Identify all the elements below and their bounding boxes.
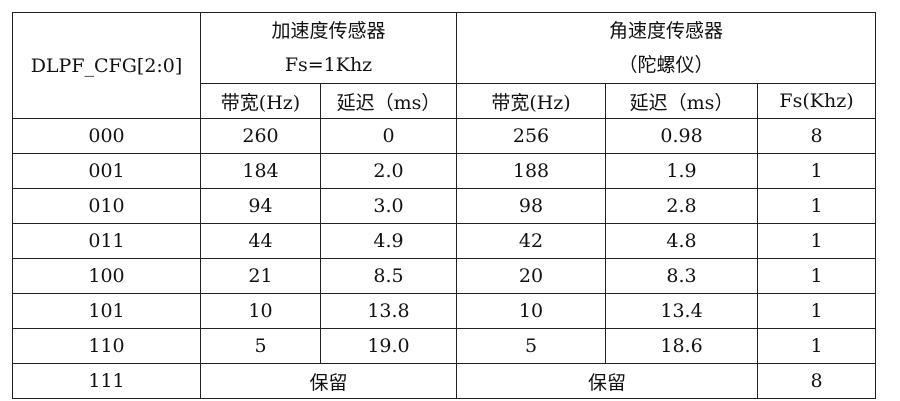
table-cell: 94 <box>200 188 321 224</box>
table-cell: 1 <box>757 223 877 259</box>
header-text: 加速度传感器 <box>271 20 386 42</box>
data-row: 110 5 19.0 5 18.6 1 <box>12 328 877 364</box>
table-cell: 13.8 <box>319 293 458 329</box>
table-cell: 010 <box>12 188 201 224</box>
data-row: 010 94 3.0 98 2.8 1 <box>12 188 877 224</box>
table-cell: 保留 <box>199 363 458 399</box>
table-cell: 8 <box>757 363 877 399</box>
table-cell: 5 <box>200 328 321 364</box>
subheader-row: 带宽(Hz) 延迟（ms） 带宽(Hz) 延迟（ms） Fs(Khz) <box>13 83 877 119</box>
table-cell: 8 <box>757 118 877 154</box>
subheader-cell: 带宽(Hz) <box>456 83 607 119</box>
table-cell: 2.8 <box>605 188 759 224</box>
subheader-cell: 带宽(Hz) <box>200 83 321 119</box>
table-cell: 1 <box>757 258 877 294</box>
table-cell: 184 <box>200 153 321 189</box>
table-cell: 1 <box>757 328 877 364</box>
data-row: 000 260 0 256 0.98 8 <box>12 118 877 154</box>
header-cell: 加速度传感器 Fs=1Khz <box>199 12 458 84</box>
header-text: Fs=1Khz <box>284 54 373 76</box>
header-cell: 角速度传感器 （陀螺仪） <box>456 12 877 84</box>
data-row: 101 10 13.8 10 13.4 1 <box>12 293 877 329</box>
table-cell: 000 <box>12 118 201 154</box>
table-cell: 1.9 <box>605 153 759 189</box>
table-cell: 10 <box>200 293 321 329</box>
subheader-cell: Fs(Khz) <box>757 83 877 119</box>
table-cell: 256 <box>456 118 607 154</box>
data-row: 011 44 4.9 42 4.8 1 <box>12 223 877 259</box>
table-cell: 8.5 <box>319 258 458 294</box>
subheader-cell: 延迟（ms） <box>605 83 759 119</box>
table-cell: 98 <box>456 188 607 224</box>
table-cell: 13.4 <box>605 293 759 329</box>
table-cell: 19.0 <box>319 328 458 364</box>
table-cell: 011 <box>12 223 201 259</box>
table-cell: 101 <box>12 293 201 329</box>
table-cell: 3.0 <box>319 188 458 224</box>
subheader-cell: 延迟（ms） <box>319 83 458 119</box>
table-cell: 1 <box>757 293 877 329</box>
table-cell: 100 <box>12 258 201 294</box>
table-cell: 0 <box>319 118 458 154</box>
table-cell: 8.3 <box>605 258 759 294</box>
table-cell: 2.0 <box>319 153 458 189</box>
table-cell: 111 <box>12 363 201 399</box>
table-cell: 4.9 <box>319 223 458 259</box>
table-cell: 1 <box>757 153 877 189</box>
data-row: 100 21 8.5 20 8.3 1 <box>12 258 877 294</box>
data-row: 111 保留 保留 8 <box>12 363 877 399</box>
header-cell: DLPF_CFG[2:0] <box>12 12 201 119</box>
header-text: 角速度传感器 <box>609 20 724 42</box>
table-cell: 18.6 <box>605 328 759 364</box>
table-cell: 0.98 <box>605 118 759 154</box>
table-cell: 1 <box>757 188 877 224</box>
table-cell: 260 <box>200 118 321 154</box>
table-cell: 5 <box>456 328 607 364</box>
table-cell: 4.8 <box>605 223 759 259</box>
table-cell: 20 <box>456 258 607 294</box>
dlpf-table: DLPF_CFG[2:0] 加速度传感器 Fs=1Khz 角速度传感器 （陀螺仪… <box>12 12 877 399</box>
table-cell: 188 <box>456 153 607 189</box>
table-cell: 保留 <box>456 363 759 399</box>
header-row: DLPF_CFG[2:0] 加速度传感器 Fs=1Khz 角速度传感器 （陀螺仪… <box>12 12 877 119</box>
data-row: 001 184 2.0 188 1.9 1 <box>12 153 877 189</box>
table-cell: 21 <box>200 258 321 294</box>
table-cell: 001 <box>12 153 201 189</box>
header-text: （陀螺仪） <box>618 54 714 76</box>
table-cell: 44 <box>200 223 321 259</box>
table-body: DLPF_CFG[2:0] 加速度传感器 Fs=1Khz 角速度传感器 （陀螺仪… <box>12 12 877 399</box>
table-cell: 10 <box>456 293 607 329</box>
table-cell: 110 <box>12 328 201 364</box>
table-cell: 42 <box>456 223 607 259</box>
